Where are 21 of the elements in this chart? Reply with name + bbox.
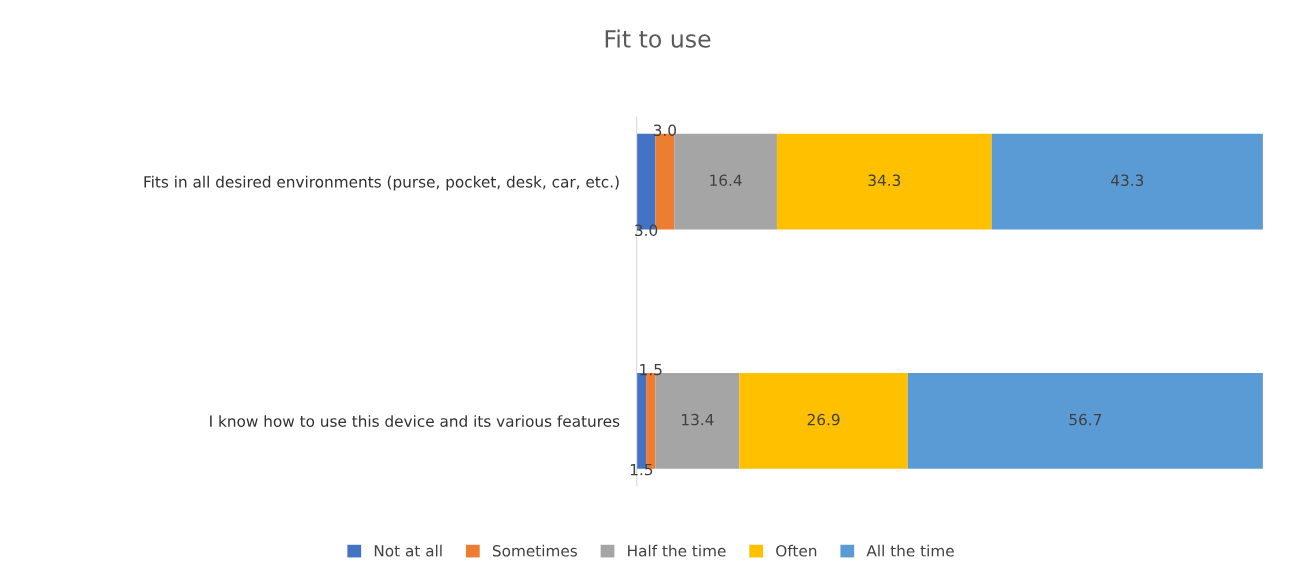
y-tick-label: I know how to use this device and its various features: [210, 415, 620, 427]
bar: [674, 133, 777, 230]
y-tick-label: Fits in all desired environments (purse, pocket, desk, car, etc.): [144, 175, 619, 191]
legend-label: Half the time: [628, 544, 726, 557]
chart-title: Fit to use: [605, 29, 711, 48]
data-label: 34.3: [868, 174, 901, 187]
data-label: 3.0: [653, 124, 676, 137]
legend-label: Sometimes: [492, 544, 577, 557]
bar: [991, 133, 1263, 230]
bar: [907, 373, 1263, 469]
legend-label: Not at all: [374, 544, 442, 557]
data-label: 43.3: [1111, 174, 1144, 187]
data-label: 16.4: [710, 174, 742, 187]
legend-label: Often: [776, 544, 817, 557]
bar: [739, 373, 908, 469]
data-label: 1.5: [640, 364, 662, 376]
legend-label: All the time: [866, 544, 954, 557]
data-label: 26.9: [807, 413, 840, 426]
data-label: 13.4: [682, 413, 714, 426]
bar: [776, 133, 992, 230]
data-label: 56.7: [1069, 413, 1102, 426]
